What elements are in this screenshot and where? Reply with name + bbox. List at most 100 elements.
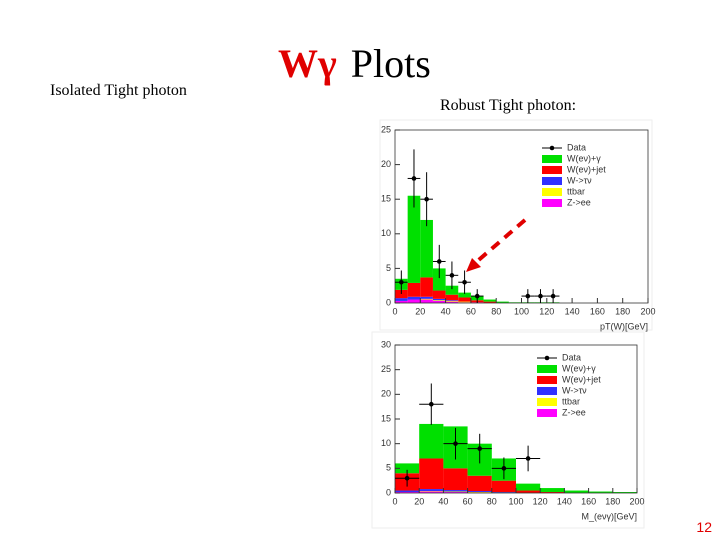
histogram-bar	[420, 296, 433, 299]
legend-label: Z->ee	[562, 407, 586, 417]
y-tick-label: 10	[381, 228, 391, 238]
data-point	[399, 279, 404, 285]
y-tick-label: 10	[381, 438, 391, 448]
x-axis-label: M_(eνγ)[GeV]	[581, 511, 637, 521]
legend-swatch	[542, 166, 562, 174]
x-tick-label: 20	[415, 306, 425, 316]
y-tick-label: 0	[386, 297, 391, 307]
histogram-bar	[483, 301, 497, 303]
x-tick-label: 80	[487, 496, 497, 506]
data-point	[477, 446, 483, 451]
x-tick-label: 40	[438, 496, 448, 506]
arrow-head	[466, 258, 481, 272]
histogram-bar	[483, 299, 497, 302]
legend-label: Data	[567, 142, 586, 152]
title-symbol: Wγ	[278, 41, 337, 86]
legend-swatch	[542, 155, 562, 163]
data-point	[525, 456, 531, 461]
histogram-bar	[588, 491, 613, 493]
histogram-bar	[516, 490, 541, 493]
histogram-bar	[420, 219, 433, 278]
legend-label: W->τν	[567, 175, 592, 185]
x-tick-label: 160	[590, 306, 605, 316]
legend-label: ttbar	[567, 186, 585, 196]
legend-label: W(eν)+γ	[567, 153, 601, 163]
y-tick-label: 5	[386, 463, 391, 473]
histogram-bar	[445, 300, 459, 301]
data-point	[462, 279, 467, 285]
histogram-bar	[564, 490, 589, 493]
data-point	[436, 259, 442, 264]
histogram-bar	[458, 292, 471, 298]
legend-label: ttbar	[562, 396, 580, 406]
plot-frame	[371, 331, 645, 529]
legend-marker	[549, 145, 555, 151]
y-tick-label: 0	[386, 487, 391, 497]
x-tick-label: 180	[615, 306, 630, 316]
histogram-bar	[407, 296, 421, 300]
histogram-bar	[395, 300, 408, 303]
histogram-bar	[491, 480, 516, 493]
data-point	[424, 196, 429, 202]
legend-marker	[544, 355, 550, 361]
data-point	[411, 176, 417, 181]
legend-label: W(eν)+γ	[562, 363, 596, 373]
x-tick-label: 200	[640, 306, 655, 316]
x-tick-label: 0	[392, 496, 397, 506]
histogram-bar	[443, 490, 468, 492]
x-tick-label: 60	[466, 306, 476, 316]
legend-swatch	[537, 409, 557, 417]
x-tick-label: 100	[514, 306, 529, 316]
histogram-bar	[432, 268, 446, 291]
x-tick-label: 140	[565, 306, 580, 316]
histogram-bar	[395, 490, 420, 493]
data-point	[550, 293, 556, 299]
data-point	[404, 475, 410, 481]
histogram-bar	[419, 423, 444, 459]
histogram-bar	[445, 285, 459, 295]
y-tick-label: 25	[381, 124, 391, 134]
x-axis-label: pT(W)[GeV]	[600, 321, 648, 331]
legend-label: W(eν)+jet	[562, 374, 601, 384]
histogram-bar	[419, 491, 444, 493]
y-tick-label: 20	[381, 159, 391, 169]
legend-swatch	[542, 199, 562, 207]
data-point	[501, 466, 507, 471]
x-tick-label: 140	[557, 496, 572, 506]
data-point	[449, 273, 455, 278]
histogram-bar	[516, 483, 541, 491]
histogram-bar	[540, 492, 565, 493]
x-tick-label: 40	[441, 306, 451, 316]
histogram-bar	[432, 300, 446, 303]
x-tick-label: 120	[533, 496, 548, 506]
slide-title: Wγ Plots	[278, 41, 431, 86]
right-label: Robust Tight photon:	[440, 97, 576, 114]
data-point	[525, 293, 531, 299]
y-tick-label: 25	[381, 364, 391, 374]
histogram-bar	[458, 301, 471, 303]
y-tick-label: 5	[386, 263, 391, 273]
histogram-bar	[432, 298, 446, 301]
data-point	[453, 441, 458, 446]
histogram-bar	[420, 277, 433, 297]
legend-swatch	[537, 365, 557, 373]
histogram-bar	[419, 458, 444, 490]
histogram-bar	[419, 489, 444, 492]
histogram-bar	[612, 492, 637, 493]
histogram-bar	[458, 297, 471, 302]
histogram-bar	[407, 195, 421, 283]
histogram-bar	[467, 475, 492, 492]
legend-swatch	[537, 376, 557, 384]
left-label: Isolated Tight photon	[50, 82, 187, 99]
histogram-bar	[496, 301, 509, 303]
x-tick-label: 160	[581, 496, 596, 506]
y-tick-label: 15	[381, 413, 391, 423]
histogram-bar	[420, 299, 433, 303]
legend-swatch	[542, 177, 562, 185]
histogram-bar	[395, 463, 420, 474]
x-tick-label: 100	[508, 496, 523, 506]
legend-label: Data	[562, 352, 581, 362]
legend-label: W(eν)+jet	[567, 164, 606, 174]
histogram-bar	[443, 492, 468, 493]
